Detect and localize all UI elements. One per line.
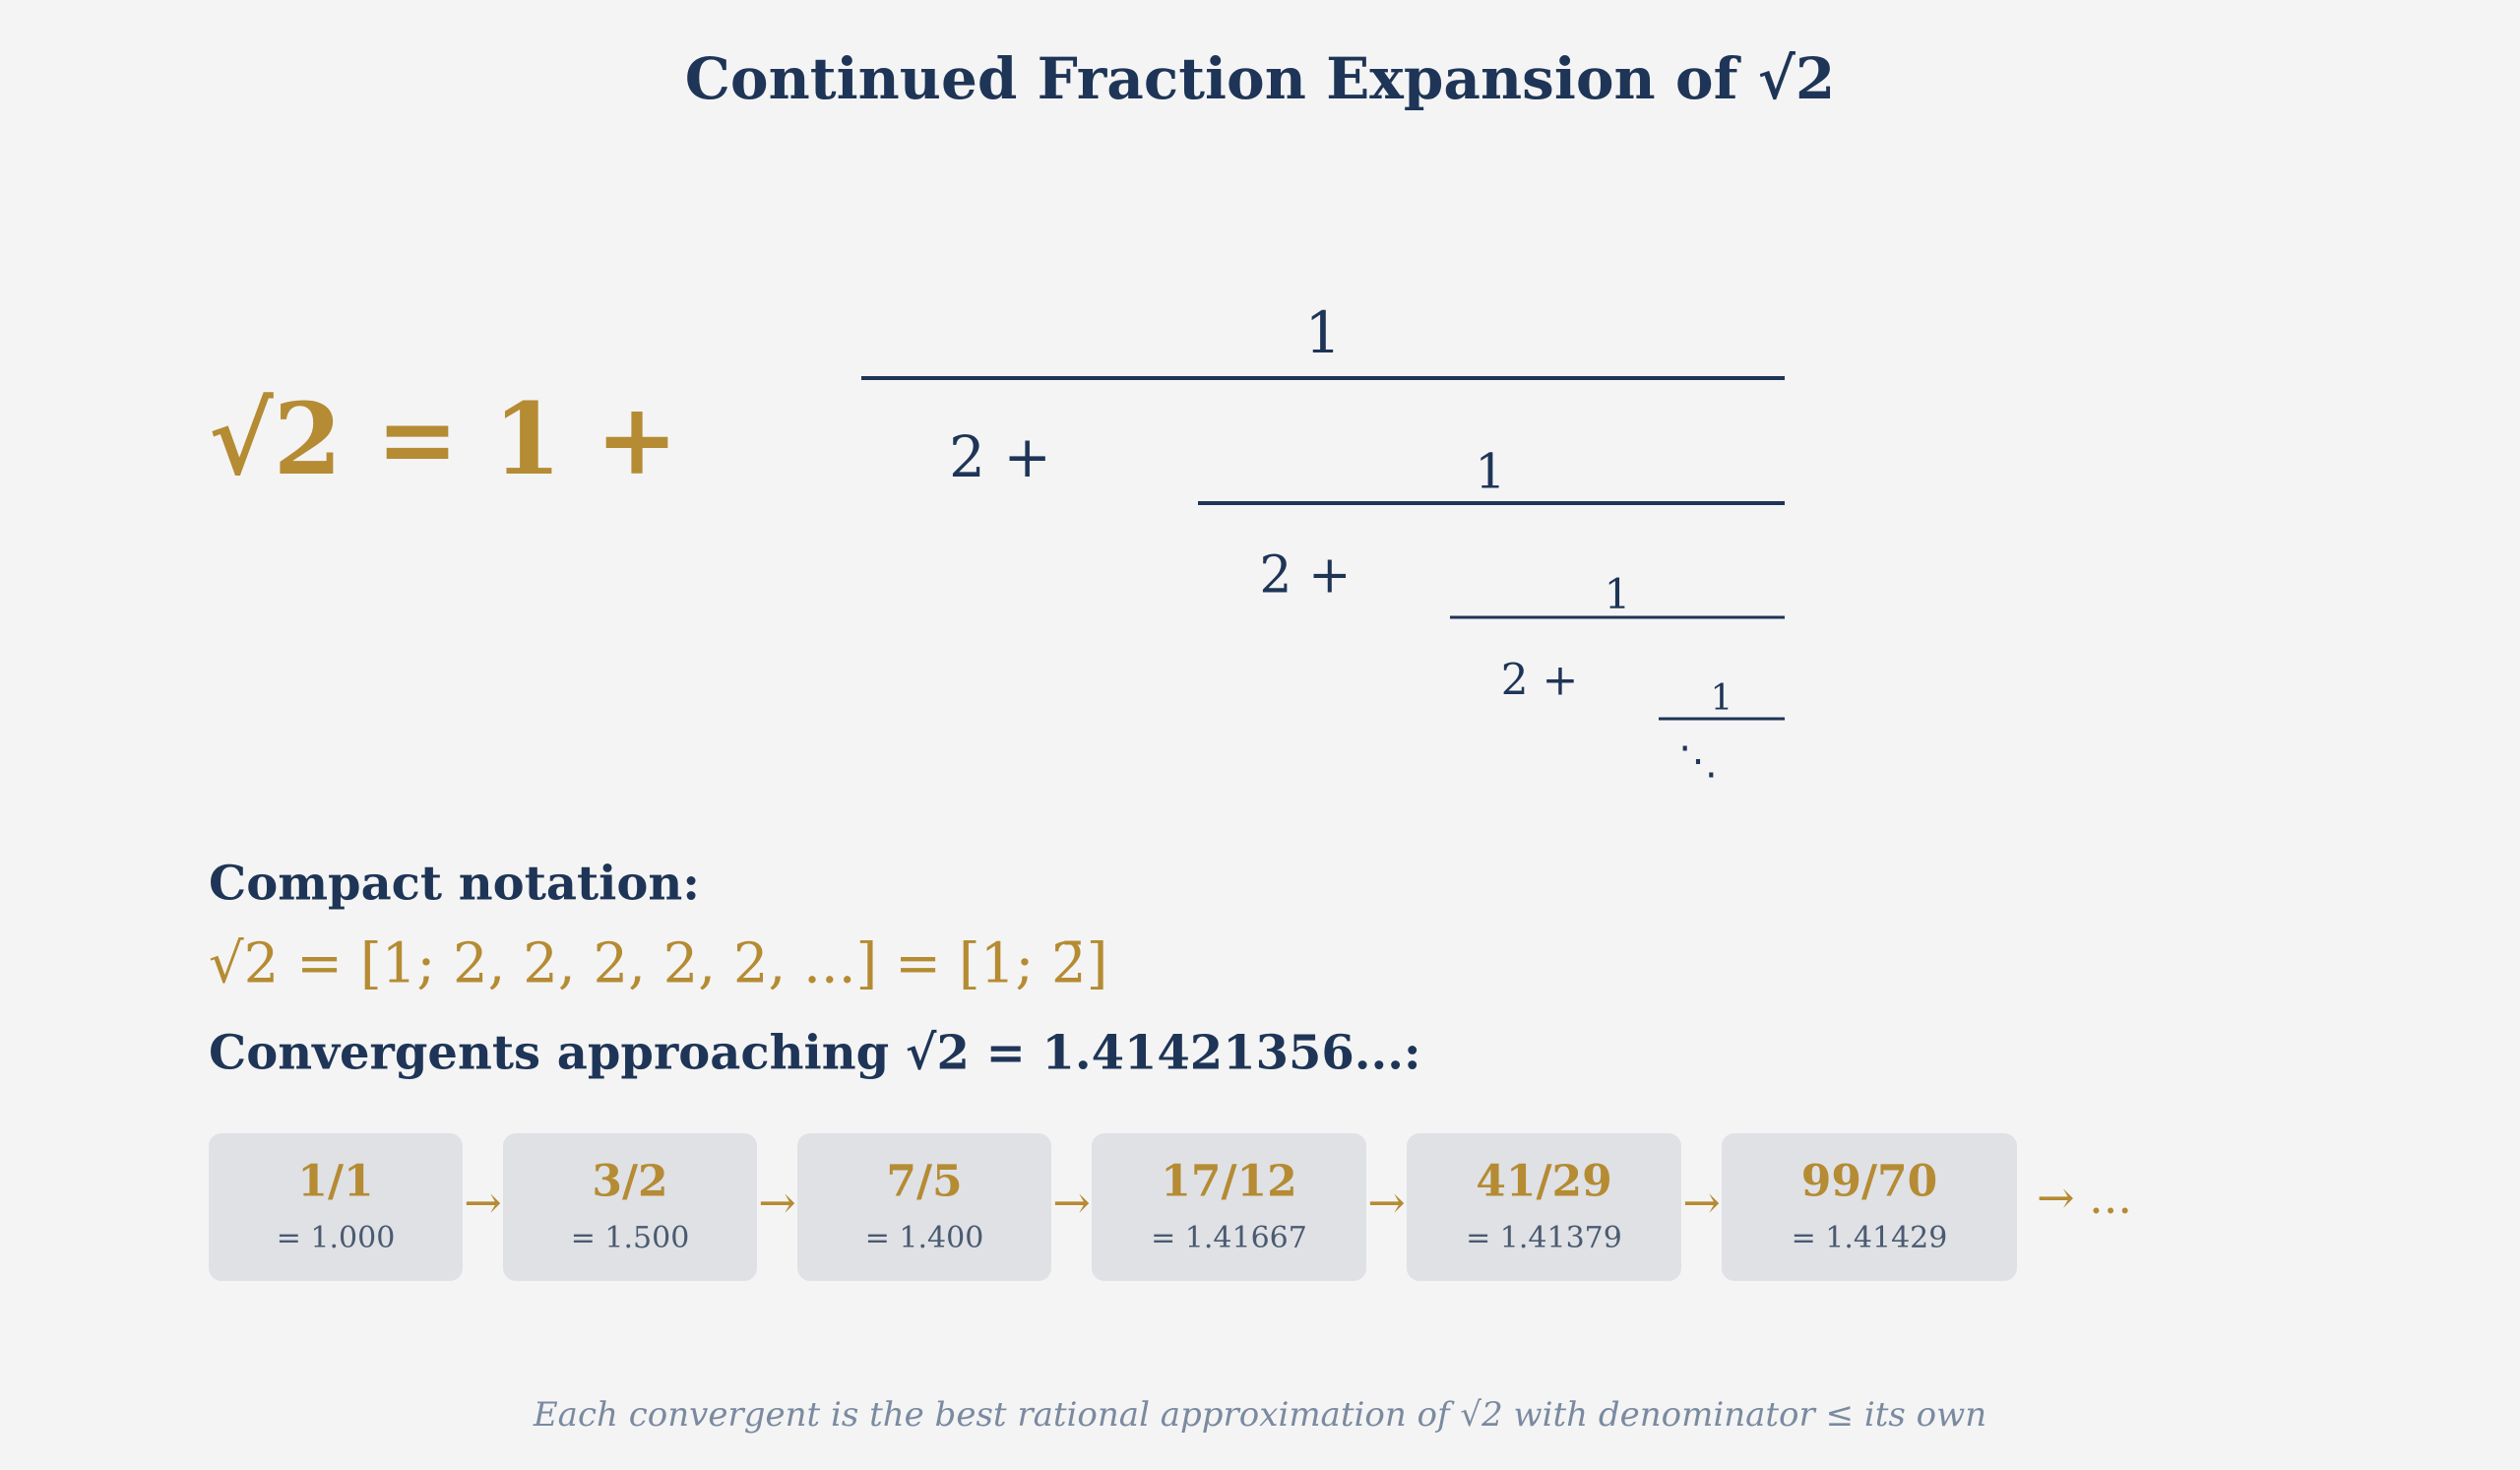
arrow: → [1052,1176,1091,1229]
compact-label: Compact notation: [209,857,700,912]
trailing-arrow: → ... [2037,1171,2132,1224]
arrow: → [1682,1176,1721,1229]
convergent-value: = 1.41379 [1466,1221,1622,1255]
convergent-row: 1/1 = 1.000 → 3/2 = 1.500 → 7/5 = 1.400 → 17/12 = … [209,1133,2132,1281]
convergent-fraction: 17/12 [1161,1157,1297,1207]
convergent-fraction: 3/2 [592,1157,667,1207]
convergent-value: = 1.500 [571,1221,690,1255]
convergent-fraction: 41/29 [1476,1157,1612,1207]
ellipsis: ⋱ [1678,738,1718,784]
convergent-box [209,1133,463,1281]
arrow: → [1367,1176,1406,1229]
convergent-box [503,1133,757,1281]
arrow: → [758,1176,796,1229]
convergent-box [1407,1133,1681,1281]
term: 2 + [1501,656,1579,706]
term: 2 + [949,423,1051,490]
arrow: → [464,1176,502,1229]
numerator: 1 [1711,678,1733,719]
title: Continued Fraction Expansion of √2 [685,45,1835,112]
footnote: Each convergent is the best rational app… [533,1395,1986,1435]
numerator: 1 [1475,444,1505,500]
convergent-box [1722,1133,2017,1281]
convergent-value: = 1.41667 [1151,1221,1307,1255]
convergents-heading: Convergents approaching √2 = 1.41421356.… [209,1026,1421,1081]
numerator: 1 [1605,570,1631,618]
compact-formula: √2 = [1; 2, 2, 2, 2, 2, ...] = [1; 2̄] [209,932,1108,996]
convergent-fraction: 7/5 [886,1157,962,1207]
convergent-fraction: 99/70 [1801,1157,1938,1207]
convergent-box [797,1133,1051,1281]
convergent-value: = 1.000 [277,1221,396,1255]
convergent-box [1092,1133,1366,1281]
convergent-value: = 1.41429 [1792,1221,1948,1255]
term: 2 + [1259,546,1351,606]
numerator: 1 [1305,299,1342,366]
lhs: √2 = 1 + [209,381,678,497]
convergent-value: = 1.400 [865,1221,984,1255]
convergent-fraction: 1/1 [297,1157,373,1207]
